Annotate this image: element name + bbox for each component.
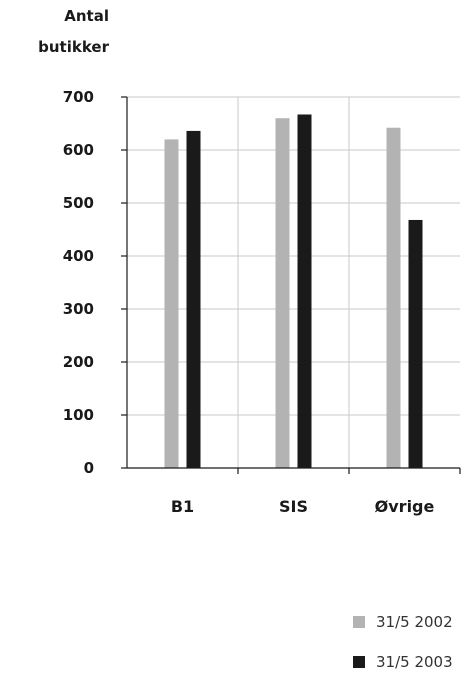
y-tick-label: 600	[63, 141, 94, 159]
y-axis-title-line-2: butikker	[38, 38, 109, 56]
bar	[298, 114, 312, 468]
bar	[409, 220, 423, 468]
legend-swatch	[353, 656, 365, 668]
legend: 31/5 2002 31/5 2003	[353, 613, 453, 671]
y-axis-title-line-1: Antal	[64, 7, 109, 25]
legend-swatch	[353, 616, 365, 628]
legend-label: 31/5 2003	[376, 653, 453, 671]
y-tick-label: 400	[63, 247, 94, 265]
bar	[165, 139, 179, 468]
y-axis-title: Antal butikker	[38, 7, 109, 56]
y-tick-label: 700	[63, 88, 94, 106]
y-tick-labels: 0 100 200 300 400 500 600 700	[63, 88, 94, 477]
y-tick-label: 0	[84, 459, 94, 477]
x-tick-labels: B1 SIS Øvrige	[171, 497, 435, 516]
y-tick-label: 100	[63, 406, 94, 424]
x-tick-label: B1	[171, 497, 194, 516]
bar	[276, 118, 290, 468]
x-tick-label: SIS	[279, 497, 308, 516]
legend-label: 31/5 2002	[376, 613, 453, 631]
bar	[187, 131, 201, 468]
y-tick-label: 300	[63, 300, 94, 318]
y-tick-label: 200	[63, 353, 94, 371]
x-tick-label: Øvrige	[375, 497, 435, 516]
bar	[387, 128, 401, 468]
y-tick-label: 500	[63, 194, 94, 212]
